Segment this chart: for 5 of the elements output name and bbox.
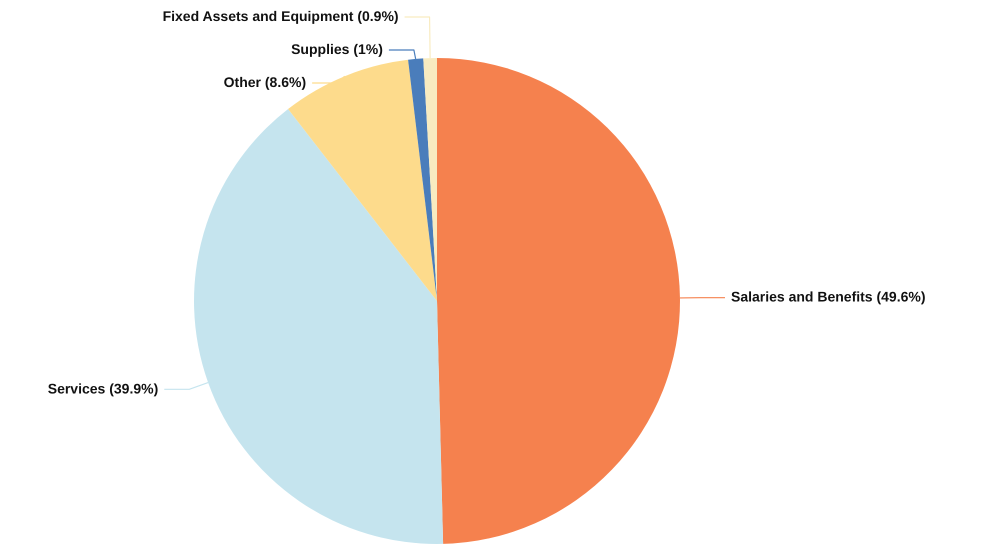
slice-label: Supplies (1%) bbox=[291, 41, 383, 57]
slice-label: Fixed Assets and Equipment (0.9%) bbox=[162, 8, 399, 24]
slice-label: Services (39.9%) bbox=[48, 380, 158, 396]
slice-label: Other (8.6%) bbox=[224, 74, 306, 90]
slice-label: Salaries and Benefits (49.6%) bbox=[730, 288, 926, 305]
